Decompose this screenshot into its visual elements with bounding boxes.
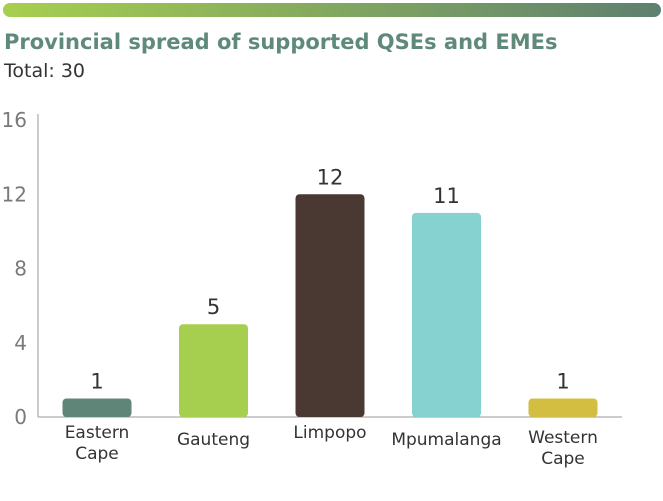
y-tick-label-8: 8 bbox=[14, 257, 27, 281]
y-tick-label-12: 12 bbox=[2, 182, 27, 206]
data-label-gauteng: 5 bbox=[207, 295, 220, 319]
data-label-limpopo: 12 bbox=[317, 165, 344, 189]
chart-title: Provincial spread of supported QSEs and … bbox=[4, 30, 558, 54]
bar-limpopo bbox=[295, 194, 365, 417]
category-label-mpumalanga: Mpumalanga bbox=[391, 430, 501, 450]
header-gradient-bar bbox=[3, 3, 661, 17]
y-tick-label-0: 0 bbox=[14, 405, 27, 429]
chart-subtitle: Total: 30 bbox=[4, 60, 85, 82]
data-label-eastern-cape: 1 bbox=[90, 369, 103, 393]
category-label-western-cape-line-2: Cape bbox=[541, 449, 585, 469]
y-axis: 0 4 8 12 16 bbox=[2, 108, 39, 429]
y-tick-label-4: 4 bbox=[14, 331, 27, 355]
category-label-limpopo: Limpopo bbox=[293, 423, 366, 443]
category-label-gauteng: Gauteng bbox=[177, 430, 250, 450]
bars bbox=[62, 194, 598, 417]
bar-eastern-cape bbox=[62, 398, 132, 417]
bar-mpumalanga bbox=[412, 212, 481, 417]
bar-gauteng bbox=[179, 324, 248, 417]
y-tick-label-16: 16 bbox=[2, 108, 27, 132]
bar-western-cape bbox=[528, 398, 598, 417]
data-label-mpumalanga: 11 bbox=[433, 184, 460, 208]
category-label-western-cape-line-1: Western bbox=[528, 428, 598, 448]
category-label-eastern-cape-line-2: Cape bbox=[75, 444, 119, 464]
data-label-western-cape: 1 bbox=[556, 369, 569, 393]
category-label-eastern-cape-line-1: Eastern bbox=[65, 423, 130, 443]
